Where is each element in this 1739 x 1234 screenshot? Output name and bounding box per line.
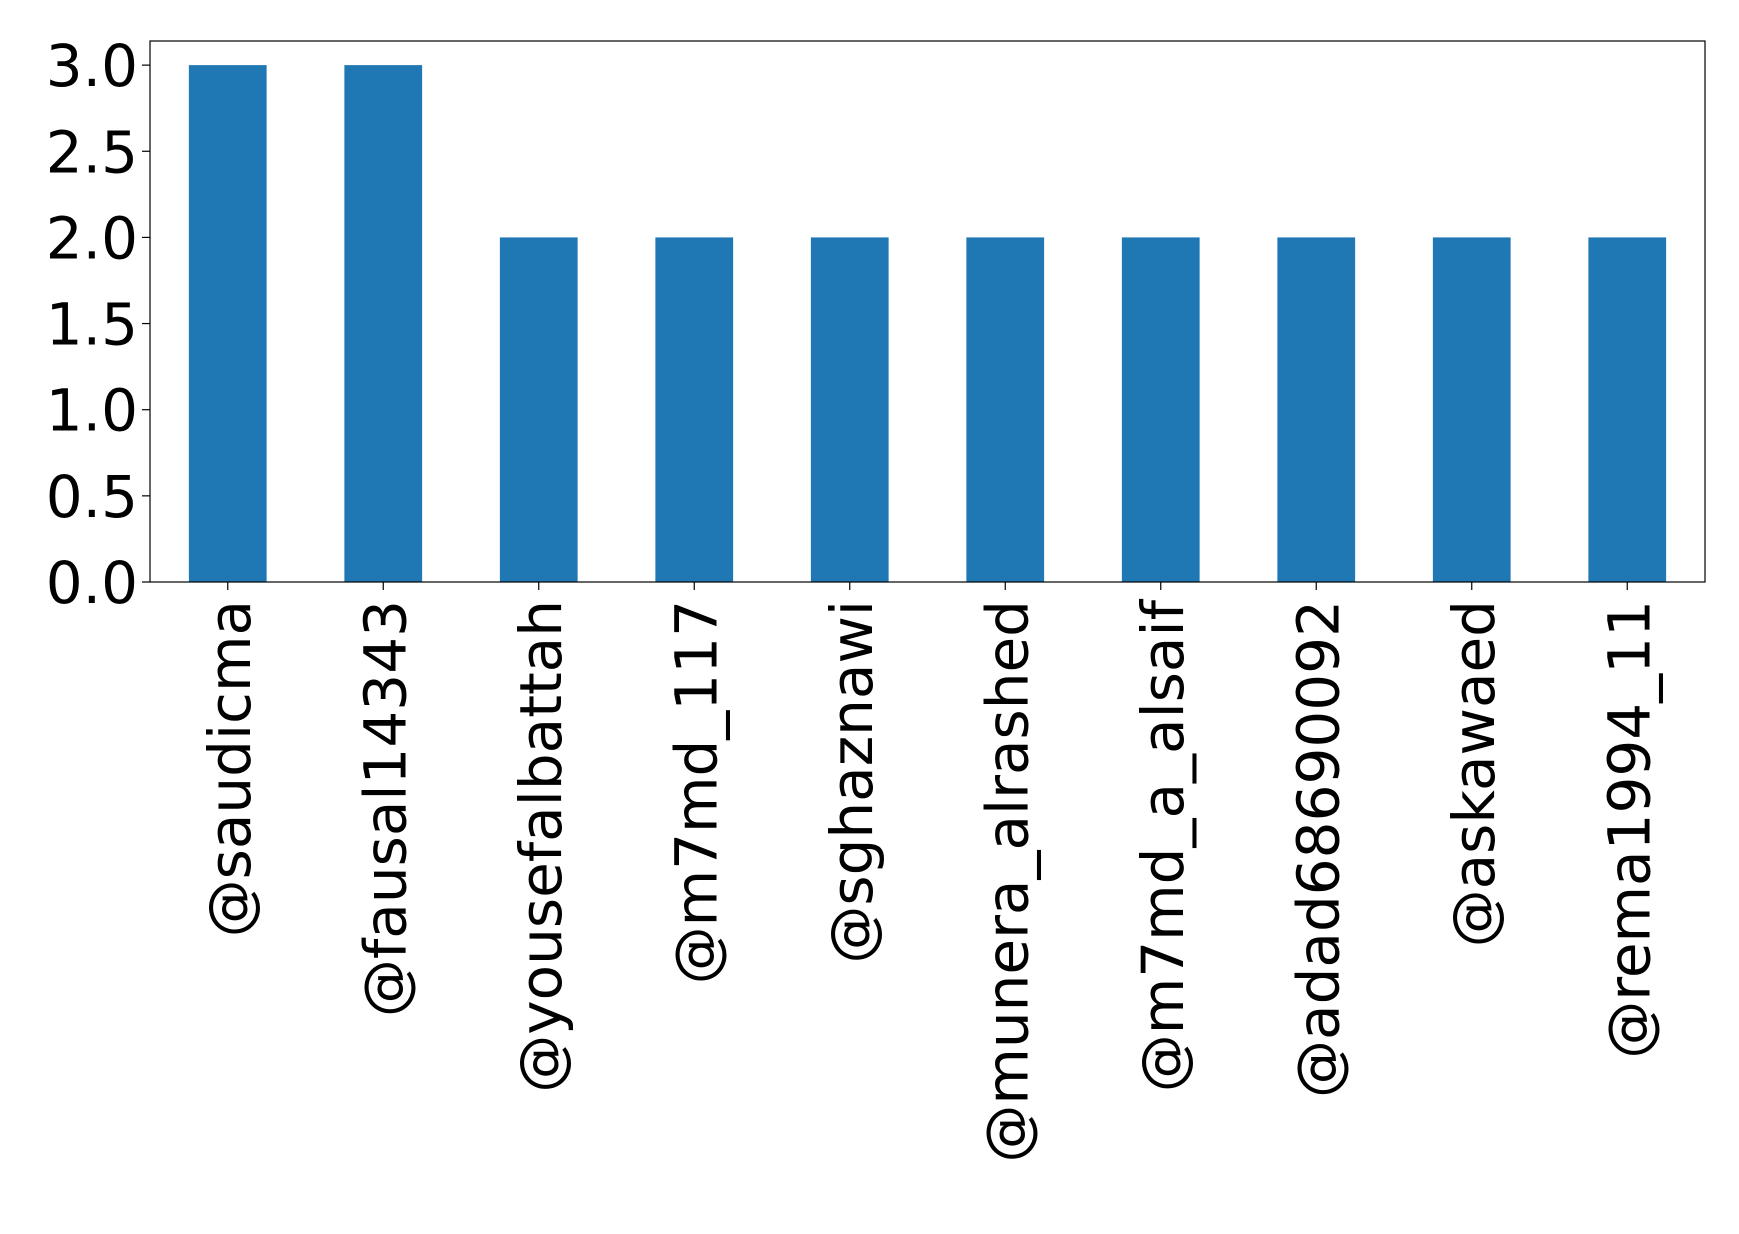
plot-frame [149, 40, 1706, 583]
x-tick-label: @m7md_117 [662, 600, 730, 984]
y-tick-label: 0.5 [46, 463, 138, 531]
y-tick-label: 0.0 [46, 549, 138, 617]
x-tick-label: @sghaznawi [818, 600, 886, 964]
y-tick-label: 1.0 [46, 377, 138, 445]
bar [655, 237, 734, 583]
bar [344, 65, 423, 582]
y-tick-label: 1.5 [46, 291, 138, 359]
bar [499, 237, 578, 583]
y-tick-label: 2.5 [46, 118, 138, 186]
x-tick-label: @yousefalbattah [507, 600, 575, 1093]
bar [1588, 237, 1667, 583]
x-tick-label: @m7md_a_alsaif [1129, 598, 1197, 1092]
y-tick-label: 3.0 [46, 32, 138, 100]
bar [966, 237, 1045, 583]
x-tick-label: @askawaed [1440, 600, 1508, 947]
x-tick-label: @munera_alrashed [973, 600, 1041, 1163]
x-tick-label: @fausal14343 [351, 600, 419, 1017]
y-axis: 0.0 0.5 1.0 1.5 2.0 2.5 3.0 [46, 32, 150, 617]
x-axis: @saudicma @fausal14343 @yousefalbattah @m7m… [196, 582, 1663, 1163]
bar [1432, 237, 1511, 583]
bar [1121, 237, 1200, 583]
y-tick-label: 2.0 [46, 204, 138, 272]
bar [188, 65, 267, 582]
bars-group [188, 65, 1667, 583]
bar [1277, 237, 1356, 583]
x-tick-label: @adad68690092 [1284, 600, 1352, 1098]
bar [810, 237, 889, 583]
x-tick-label: @saudicma [196, 600, 264, 937]
x-tick-label: @rema1994_11 [1595, 600, 1663, 1059]
